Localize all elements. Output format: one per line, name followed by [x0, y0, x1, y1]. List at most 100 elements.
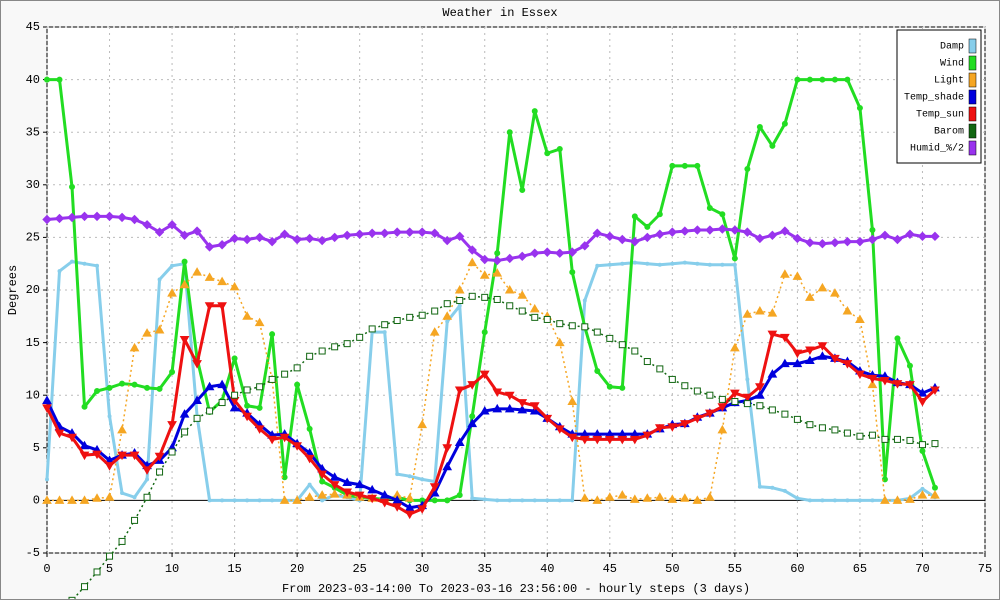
point	[231, 355, 238, 362]
point	[267, 236, 277, 247]
point	[279, 229, 290, 239]
point	[117, 212, 127, 223]
point	[817, 282, 828, 292]
point	[817, 351, 828, 360]
point	[505, 253, 515, 264]
point	[342, 230, 352, 241]
point	[492, 388, 503, 398]
point	[682, 260, 687, 265]
x-tick-label: 75	[978, 562, 992, 576]
point	[930, 490, 940, 499]
point	[467, 245, 477, 255]
point	[818, 424, 826, 432]
point	[667, 227, 678, 237]
point	[267, 435, 277, 445]
point	[569, 269, 576, 276]
point	[119, 380, 126, 387]
point	[368, 325, 376, 333]
point	[317, 490, 328, 499]
x-tick-label: 70	[915, 562, 929, 576]
point	[342, 488, 353, 497]
point	[867, 374, 878, 384]
point	[642, 493, 653, 502]
point	[667, 494, 678, 503]
point	[229, 233, 240, 244]
point	[705, 225, 715, 235]
x-tick-label: 35	[478, 562, 492, 576]
point	[556, 146, 563, 153]
point	[656, 211, 663, 218]
point	[168, 448, 176, 456]
point	[817, 239, 828, 249]
point	[567, 247, 577, 257]
legend-box	[896, 29, 982, 164]
point	[104, 492, 115, 501]
point	[894, 335, 901, 342]
point	[167, 220, 177, 230]
point	[842, 236, 853, 247]
point	[679, 493, 690, 502]
legend-swatch	[968, 140, 977, 156]
point	[817, 342, 828, 351]
point	[831, 426, 839, 434]
point	[692, 414, 703, 424]
point	[531, 108, 538, 115]
point	[429, 228, 440, 238]
point	[304, 233, 315, 244]
point	[506, 129, 513, 136]
point	[292, 442, 302, 451]
point	[645, 261, 650, 266]
point	[292, 495, 302, 504]
point	[518, 307, 526, 315]
y-tick-label: 35	[26, 125, 40, 139]
legend-label: Humid_%/2	[910, 143, 964, 155]
point	[780, 333, 790, 343]
point	[319, 478, 326, 485]
point	[780, 358, 790, 368]
point	[179, 230, 190, 241]
point	[507, 498, 512, 503]
legend: Damp Wind Light Temp_shade Temp_sun Barom Humi…	[896, 29, 982, 164]
point	[619, 384, 626, 391]
point	[819, 76, 826, 83]
point	[482, 497, 487, 502]
point	[656, 365, 664, 373]
point	[329, 481, 340, 490]
point	[92, 493, 102, 502]
point	[905, 229, 915, 239]
point	[632, 260, 637, 265]
point	[480, 254, 490, 265]
point	[269, 331, 276, 338]
point	[67, 212, 77, 223]
point	[532, 498, 537, 503]
point	[794, 76, 801, 83]
point	[655, 229, 665, 239]
point	[244, 402, 251, 409]
point	[855, 314, 865, 323]
point	[131, 516, 139, 524]
point	[254, 425, 265, 434]
point	[204, 381, 215, 391]
point	[767, 230, 778, 241]
point	[479, 370, 490, 380]
point	[68, 596, 76, 599]
point	[906, 436, 914, 444]
point	[768, 406, 776, 414]
point	[657, 262, 662, 267]
point	[581, 323, 589, 331]
point	[242, 234, 252, 245]
point	[104, 211, 115, 222]
point	[481, 293, 489, 301]
point	[455, 231, 465, 242]
point	[680, 226, 690, 236]
point	[606, 383, 613, 390]
point	[254, 232, 265, 243]
point	[120, 491, 125, 496]
point	[192, 267, 202, 276]
point	[306, 352, 314, 360]
point	[880, 230, 890, 241]
point	[767, 369, 778, 378]
point	[556, 320, 564, 328]
y-tick-label: 30	[26, 178, 40, 192]
